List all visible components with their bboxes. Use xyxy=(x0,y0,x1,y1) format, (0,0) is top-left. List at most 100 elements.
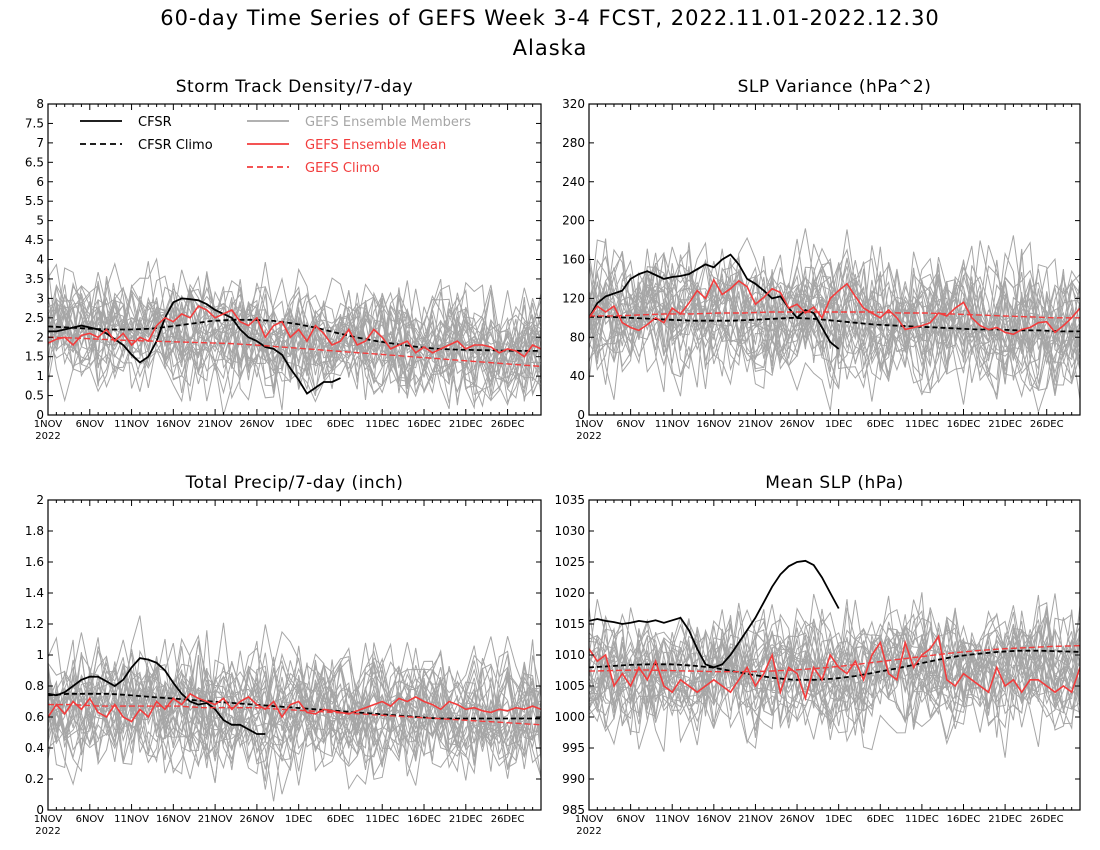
x-tick-label: 16NOV xyxy=(696,419,731,430)
x-tick-label: 21DEC xyxy=(988,419,1022,430)
y-tick-label: 0.4 xyxy=(25,741,44,755)
ensemble-member-line xyxy=(48,646,541,773)
y-tick-label: 2 xyxy=(36,330,44,344)
series-cfsr xyxy=(48,657,266,735)
panel-2: SLP Variance (hPa^2) 0 40 80 120 160 200 240 280… xyxy=(562,77,1081,442)
x-tick-label: 21NOV xyxy=(198,419,233,430)
x-tick-label: 21NOV xyxy=(738,814,773,825)
series-gefs-climo xyxy=(48,703,541,726)
y-tick-label: 6 xyxy=(36,175,44,189)
x-tick-label: 16NOV xyxy=(156,419,191,430)
y-tick-label: 1030 xyxy=(554,524,585,538)
legend-cfsr-label: CFSR xyxy=(138,115,172,130)
x-tick-label: 6NOV xyxy=(616,419,645,430)
x-tick-label: 26DEC xyxy=(491,814,525,825)
y-tick-label: 7.5 xyxy=(25,116,44,130)
series-cfsr-climo xyxy=(48,318,541,352)
y-tick-label: 3 xyxy=(36,291,44,305)
y-tick-label: 1 xyxy=(36,648,44,662)
x-year-label: 2022 xyxy=(576,826,601,837)
x-tick-label: 16NOV xyxy=(696,814,731,825)
x-tick-label: 11NOV xyxy=(114,814,149,825)
panel-4: Mean SLP (hPa) 985 990 995 1000 1005 1010 1015 1… xyxy=(554,473,1081,837)
x-tick-label: 21NOV xyxy=(198,814,233,825)
y-tick-label: 995 xyxy=(562,741,585,755)
ensemble-member-line xyxy=(48,615,541,802)
ensemble-member-line xyxy=(48,622,541,782)
ensemble-member-line xyxy=(589,602,1080,714)
x-tick-label: 16DEC xyxy=(947,419,981,430)
legend-gefs-climo-label: GEFS Climo xyxy=(305,161,380,176)
panel-title: Total Precip/7-day (inch) xyxy=(185,473,404,493)
x-tick-label: 6DEC xyxy=(327,814,354,825)
legend-gefs-mean-label: GEFS Ensemble Mean xyxy=(305,138,446,153)
y-tick-label: 240 xyxy=(562,175,585,189)
x-tick-label: 21DEC xyxy=(988,814,1022,825)
y-tick-label: 80 xyxy=(570,330,585,344)
y-tick-label: 0 xyxy=(36,803,44,817)
ensemble-member-line xyxy=(48,296,541,402)
ensemble-member-line xyxy=(589,625,1080,740)
x-year-label: 2022 xyxy=(35,431,60,442)
ensemble-member-line xyxy=(48,642,541,786)
ensemble-member-line xyxy=(48,647,541,795)
ensemble-member-line xyxy=(48,630,541,766)
x-tick-label: 6DEC xyxy=(867,814,894,825)
x-tick-label: 1NOV xyxy=(575,814,604,825)
ensemble-member-line xyxy=(589,610,1080,730)
series-cfsr-climo xyxy=(589,649,1080,681)
x-tick-label: 26NOV xyxy=(780,419,815,430)
y-tick-label: 2 xyxy=(36,493,44,507)
y-tick-label: 8 xyxy=(36,97,44,111)
y-tick-label: 0.8 xyxy=(25,679,44,693)
x-tick-label: 6NOV xyxy=(616,814,645,825)
x-tick-label: 1DEC xyxy=(285,814,312,825)
x-tick-label: 21NOV xyxy=(738,419,773,430)
y-tick-label: 1020 xyxy=(554,586,585,600)
legend-cfsr-climo-label: CFSR Climo xyxy=(138,138,213,153)
y-tick-label: 1015 xyxy=(554,617,585,631)
x-tick-label: 21DEC xyxy=(449,419,483,430)
ensemble-member-line xyxy=(589,593,1080,746)
x-tick-label: 11DEC xyxy=(905,419,939,430)
chart-region-subtitle: Alaska xyxy=(512,36,588,60)
ensemble-member-line xyxy=(589,614,1080,729)
y-tick-label: 990 xyxy=(562,772,585,786)
x-tick-label: 6NOV xyxy=(76,419,105,430)
x-tick-label: 16DEC xyxy=(407,814,441,825)
series-gefs-climo xyxy=(48,336,541,368)
y-tick-label: 1035 xyxy=(554,493,585,507)
y-tick-label: 200 xyxy=(562,214,585,228)
y-tick-label: 40 xyxy=(570,369,585,383)
legend-gefs-members-label: GEFS Ensemble Members xyxy=(305,115,471,130)
y-tick-label: 280 xyxy=(562,136,585,150)
x-tick-label: 21DEC xyxy=(449,814,483,825)
y-tick-label: 1.2 xyxy=(25,617,44,631)
x-tick-label: 26NOV xyxy=(780,814,815,825)
x-tick-label: 16NOV xyxy=(156,814,191,825)
y-tick-label: 1010 xyxy=(554,648,585,662)
y-tick-label: 0 xyxy=(577,408,585,422)
ensemble-members xyxy=(589,592,1080,758)
x-tick-label: 6DEC xyxy=(867,419,894,430)
panel-title: SLP Variance (hPa^2) xyxy=(738,77,932,97)
panel-title: Mean SLP (hPa) xyxy=(765,473,904,493)
x-tick-label: 1DEC xyxy=(285,419,312,430)
x-tick-label: 26DEC xyxy=(1030,814,1064,825)
x-year-label: 2022 xyxy=(35,826,60,837)
x-tick-label: 11NOV xyxy=(655,814,690,825)
series-gefs-climo xyxy=(589,645,1080,673)
x-tick-label: 16DEC xyxy=(407,419,441,430)
series-cfsr-climo xyxy=(589,315,1080,333)
ensemble-members xyxy=(48,257,541,415)
y-tick-label: 120 xyxy=(562,291,585,305)
series-cfsr-climo xyxy=(48,692,541,720)
ensemble-member-line xyxy=(589,599,1080,747)
x-tick-label: 26DEC xyxy=(491,419,525,430)
plot-frame xyxy=(47,499,542,811)
x-tick-label: 11DEC xyxy=(905,814,939,825)
y-tick-label: 5.5 xyxy=(25,194,44,208)
series-gefs-mean xyxy=(589,634,1080,702)
x-tick-label: 16DEC xyxy=(947,814,981,825)
